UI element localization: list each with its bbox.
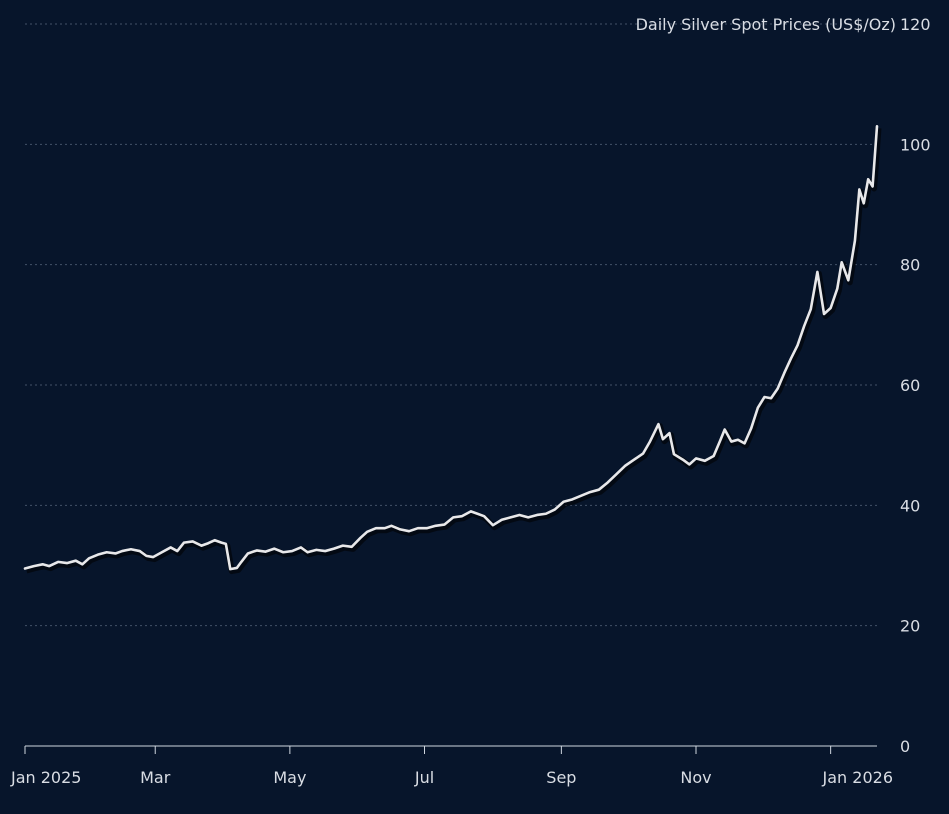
series-layer	[23, 124, 882, 575]
y-tick-label-80: 80	[900, 256, 920, 275]
x-tick-labels: Jan 2025 Mar May Jul Sep Nov Jan 2026	[10, 768, 893, 787]
y-tick-label-20: 20	[900, 617, 920, 636]
y-tick-label-40: 40	[900, 496, 920, 515]
y-tick-label-60: 60	[900, 376, 920, 395]
x-tick-label-5: Nov	[680, 768, 711, 787]
x-tick-label-4: Sep	[546, 768, 576, 787]
x-tick-label-6: Jan 2026	[822, 768, 893, 787]
y-axis: 0 20 40 60 80 100 120	[900, 15, 931, 756]
x-tick-label-3: Jul	[414, 768, 434, 787]
gridlines	[25, 23, 877, 627]
y-tick-label-0: 0	[900, 737, 910, 756]
y-axis-label: Daily Silver Spot Prices (US$/Oz)	[636, 15, 896, 34]
y-tick-label-120: 120	[900, 15, 931, 34]
x-tick-label-0: Jan 2025	[10, 768, 81, 787]
x-tick-label-1: Mar	[140, 768, 171, 787]
x-axis	[24, 745, 877, 754]
series-line-0	[23, 124, 879, 571]
series-line-shadow-0	[25, 128, 882, 575]
x-tick-label-2: May	[273, 768, 306, 787]
y-tick-label-100: 100	[900, 135, 931, 154]
